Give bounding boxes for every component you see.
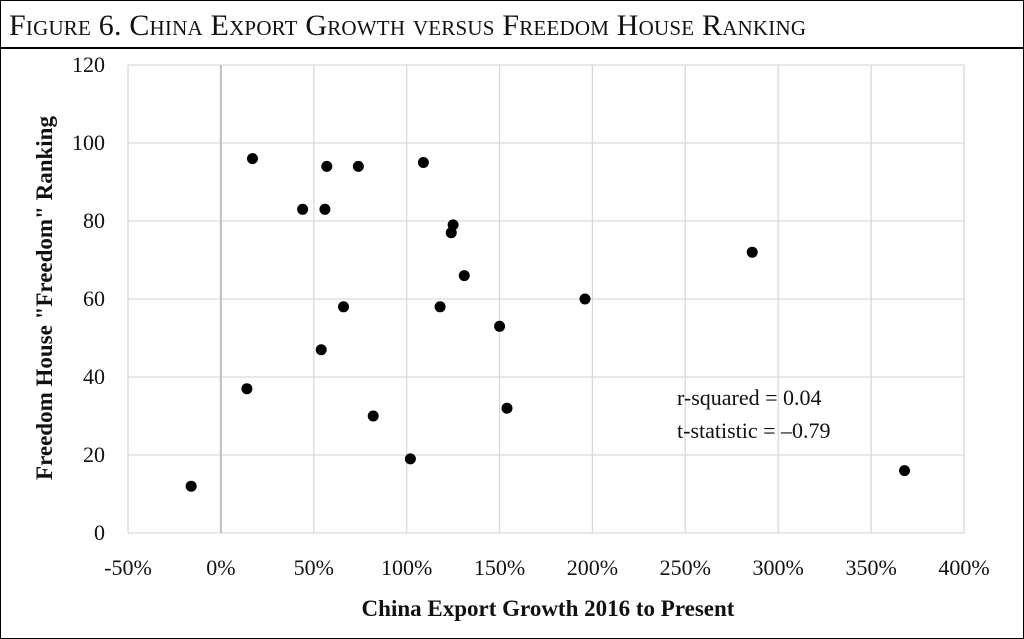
- y-axis-label: Freedom House "Freedom" Ranking: [32, 116, 57, 480]
- y-tick-label: 40: [83, 364, 105, 389]
- data-point: [746, 246, 758, 258]
- data-points: [185, 153, 911, 492]
- data-point: [241, 383, 253, 395]
- data-point: [899, 465, 911, 477]
- y-tick-label: 0: [94, 520, 105, 545]
- data-point: [501, 402, 513, 414]
- y-tick-label: 100: [72, 130, 105, 155]
- figure-title: Figure 6. China Export Growth versus Fre…: [9, 9, 807, 42]
- data-point: [185, 480, 197, 492]
- x-tick-label: -50%: [104, 555, 152, 580]
- y-tick-label: 60: [83, 286, 105, 311]
- grid-lines: [127, 64, 965, 534]
- x-tick-label: 250%: [660, 555, 711, 580]
- x-tick-label: 150%: [474, 555, 525, 580]
- data-point: [458, 270, 470, 282]
- x-tick-label: 300%: [753, 555, 804, 580]
- data-point: [404, 453, 416, 465]
- y-axis-tick-labels: 0 20 40 60 80 100 120: [72, 52, 105, 545]
- data-point: [367, 410, 379, 422]
- x-tick-label: 0%: [206, 555, 235, 580]
- data-point: [321, 160, 333, 172]
- x-tick-label: 50%: [294, 555, 334, 580]
- data-point: [319, 203, 331, 215]
- data-point: [315, 344, 327, 356]
- data-point: [417, 157, 429, 168]
- data-point: [579, 293, 591, 305]
- data-point: [494, 320, 506, 332]
- data-point: [447, 219, 459, 231]
- x-axis-tick-labels: -50% 0% 50% 100% 150% 200% 250% 300% 350% 400%: [104, 555, 989, 580]
- x-tick-label: 100%: [381, 555, 432, 580]
- data-point: [434, 301, 446, 313]
- x-tick-label: 400%: [938, 555, 989, 580]
- x-axis-label: China Export Growth 2016 to Present: [362, 596, 735, 621]
- x-tick-label: 350%: [845, 555, 896, 580]
- y-tick-label: 80: [83, 208, 105, 233]
- x-tick-label: 200%: [567, 555, 618, 580]
- data-point: [338, 301, 350, 313]
- t-statistic-annotation: t-statistic = –0.79: [677, 418, 831, 443]
- data-point: [352, 160, 364, 172]
- data-point: [246, 153, 258, 165]
- r-squared-annotation: r-squared = 0.04: [677, 385, 822, 410]
- y-tick-label: 120: [72, 52, 105, 77]
- y-tick-label: 20: [83, 442, 105, 467]
- title-divider: [0, 47, 1024, 49]
- data-point: [297, 203, 309, 215]
